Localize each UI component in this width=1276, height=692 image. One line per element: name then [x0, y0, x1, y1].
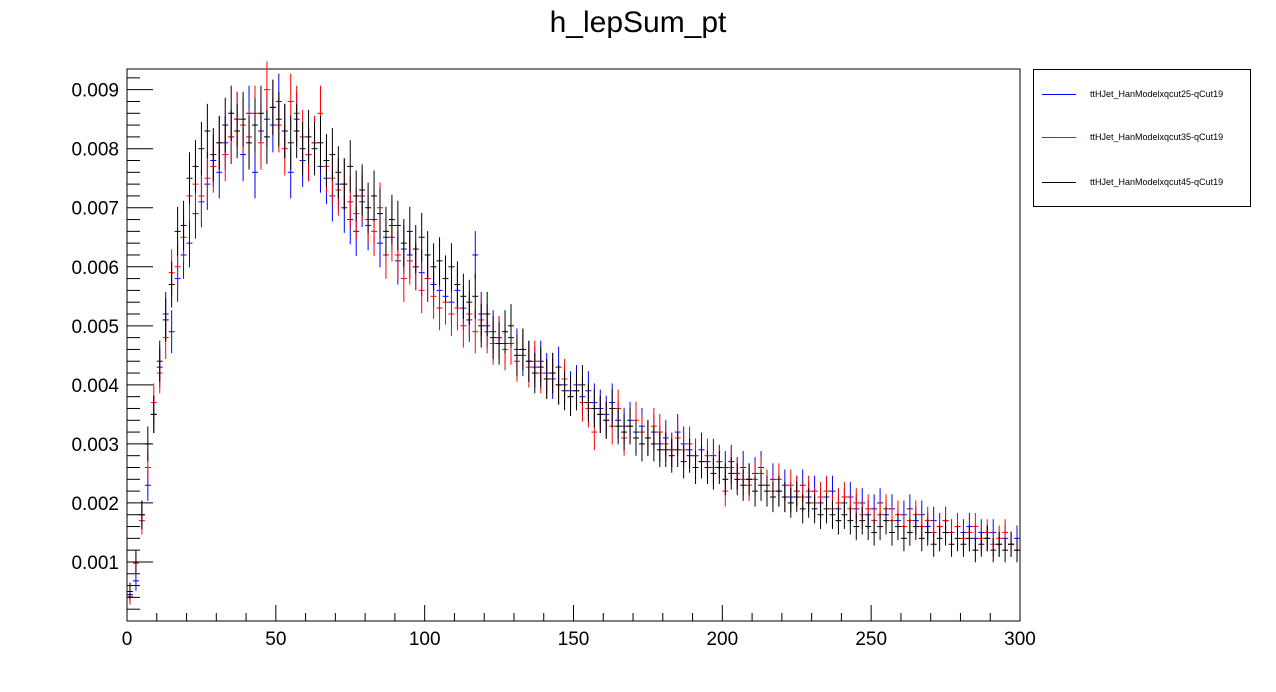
x-tick-label: 100	[409, 629, 441, 650]
y-tick-label: 0.003	[71, 435, 119, 456]
legend-entry-qcut25: ttHJet_HanModelxqcut25-qCut19	[1042, 86, 1223, 102]
x-tick-label: 300	[1004, 629, 1036, 650]
y-tick-label: 0.007	[71, 199, 119, 220]
legend-label-qcut25: ttHJet_HanModelxqcut25-qCut19	[1090, 89, 1224, 99]
legend-entry-qcut45: ttHJet_HanModelxqcut45-qCut19	[1042, 174, 1223, 190]
y-tick-label: 0.008	[71, 140, 119, 161]
x-tick-label: 150	[558, 629, 590, 650]
legend-label-qcut35: ttHJet_HanModelxqcut35-qCut19	[1090, 132, 1224, 142]
chart-title: h_lepSum_pt	[549, 6, 727, 39]
data-marks	[127, 61, 1020, 605]
legend-entry-qcut35: ttHJet_HanModelxqcut35-qCut19	[1042, 129, 1223, 145]
x-tick-label: 200	[706, 629, 738, 650]
y-tick-label: 0.006	[71, 258, 119, 279]
y-tick-label: 0.002	[71, 494, 119, 515]
legend-label-qcut45: ttHJet_HanModelxqcut45-qCut19	[1090, 177, 1224, 187]
x-tick-label: 250	[855, 629, 887, 650]
x-tick-label: 50	[265, 629, 286, 650]
legend-swatch-qcut45	[1042, 181, 1076, 183]
legend: ttHJet_HanModelxqcut25-qCut19 ttHJet_Han…	[1033, 69, 1251, 207]
axes: 0 50 100 150 200 250 300 0.001 0.002 0.003 0.004 0.…	[71, 77, 1036, 650]
x-tick-label: 0	[122, 629, 133, 650]
y-tick-label: 0.005	[71, 317, 119, 338]
legend-swatch-qcut35	[1042, 136, 1076, 138]
y-tick-label: 0.004	[71, 376, 119, 397]
legend-swatch-qcut25	[1042, 93, 1076, 95]
y-tick-label: 0.001	[71, 553, 119, 574]
y-tick-label: 0.009	[71, 81, 119, 102]
